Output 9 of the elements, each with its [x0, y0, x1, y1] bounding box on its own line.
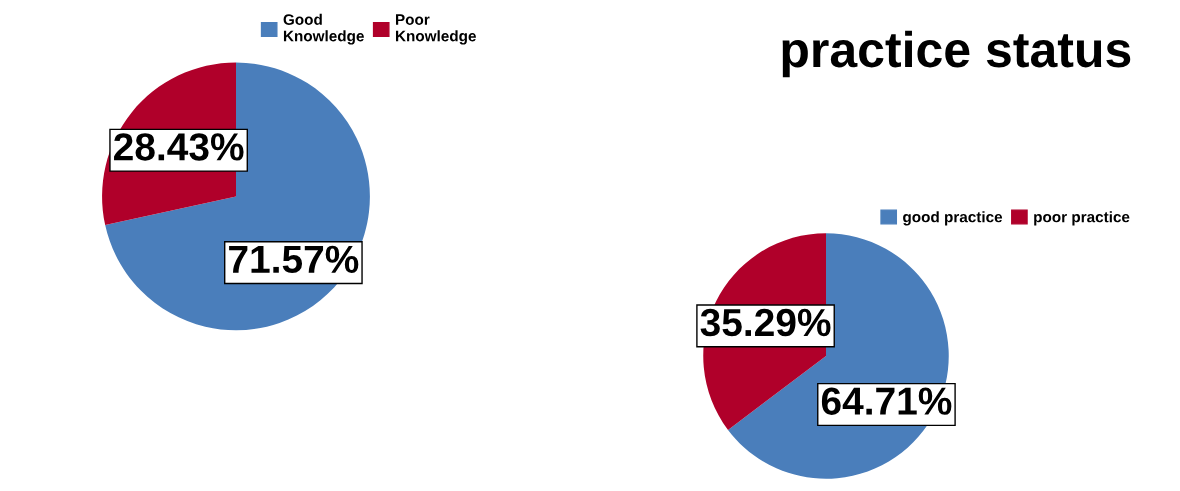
legend-label: good practice [903, 211, 1003, 226]
data-label: 71.57% [229, 245, 359, 274]
legend-label: Good Knowledge [283, 13, 364, 45]
data-label: 64.71% [821, 387, 952, 415]
legend-label: Poor Knowledge [395, 14, 476, 45]
legend-label: poor practice [1034, 211, 1130, 226]
chart-title: practice status [782, 30, 1131, 78]
data-label: 35.29% [700, 308, 831, 337]
data-label: 28.43% [114, 133, 244, 161]
